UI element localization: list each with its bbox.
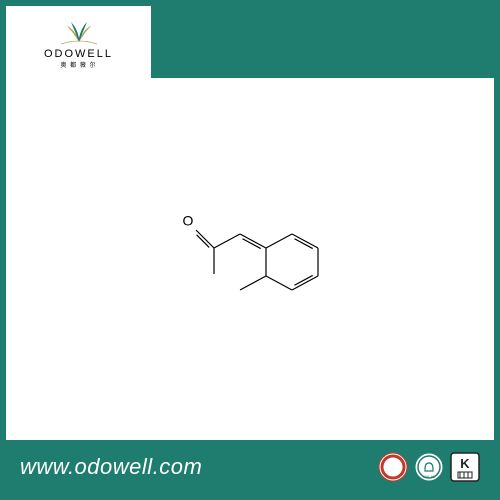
chemical-structure-diagram: O [170, 204, 330, 314]
certification-badges: ISO 9001 HALAL K [378, 452, 480, 482]
brand-logo: ODOWELL 奥 都 薇 尔 [6, 6, 151, 78]
svg-text:ISO: ISO [389, 461, 398, 467]
leaf-flourish-icon [57, 16, 101, 46]
header-fill [151, 6, 494, 78]
brand-name: ODOWELL [44, 48, 113, 60]
kosher-badge-icon: K [450, 452, 480, 482]
halal-badge-icon: HALAL [414, 452, 444, 482]
header-bar: ODOWELL 奥 都 薇 尔 [6, 6, 494, 78]
content-area: O [6, 78, 494, 440]
svg-text:K: K [460, 456, 470, 471]
svg-text:HALAL: HALAL [423, 474, 436, 479]
brand-tagline: 奥 都 薇 尔 [60, 60, 96, 69]
svg-text:9001: 9001 [387, 468, 398, 474]
website-url: www.odowell.com [20, 454, 378, 480]
footer-bar: www.odowell.com ISO 9001 HALAL K [6, 440, 494, 494]
iso-badge-icon: ISO 9001 [378, 452, 408, 482]
svg-text:O: O [183, 213, 194, 229]
